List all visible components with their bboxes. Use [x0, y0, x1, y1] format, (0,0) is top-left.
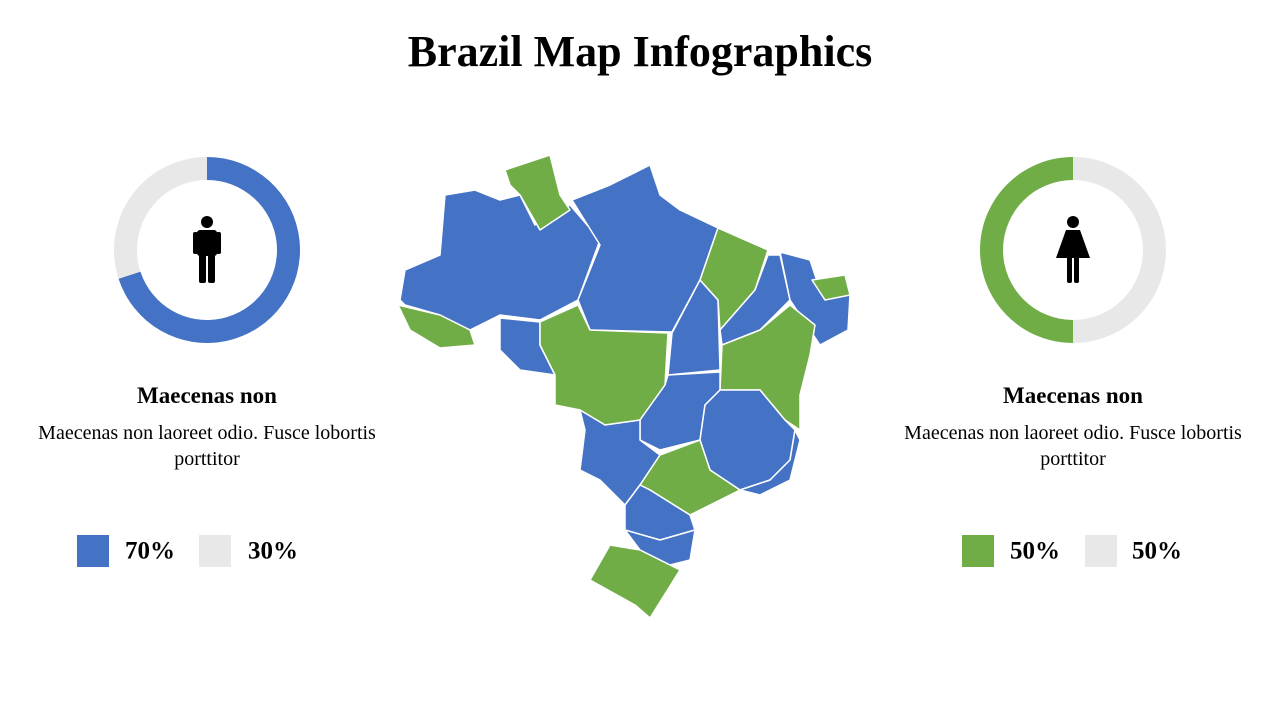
legend-label: 50%	[1010, 538, 1060, 565]
donut-segment	[980, 157, 1073, 343]
donut-segment	[113, 157, 207, 279]
slide-title: Brazil Map Infographics	[408, 27, 872, 76]
heading: Maecenas non	[137, 383, 277, 408]
legend-swatch	[199, 535, 231, 567]
description: Maecenas non laoreet odio. Fusce loborti…	[38, 422, 376, 470]
female-icon	[1056, 216, 1090, 283]
heading: Maecenas non	[1003, 383, 1143, 408]
description: Maecenas non laoreet odio. Fusce loborti…	[904, 422, 1242, 470]
legend-swatch	[962, 535, 994, 567]
male-icon	[193, 216, 221, 283]
donut-segment	[1073, 157, 1166, 343]
legend-label: 70%	[125, 538, 175, 565]
legend-label: 30%	[248, 538, 298, 565]
brazil-map	[397, 154, 851, 619]
legend-label: 50%	[1132, 538, 1182, 565]
legend-swatch	[77, 535, 109, 567]
legend-swatch	[1085, 535, 1117, 567]
